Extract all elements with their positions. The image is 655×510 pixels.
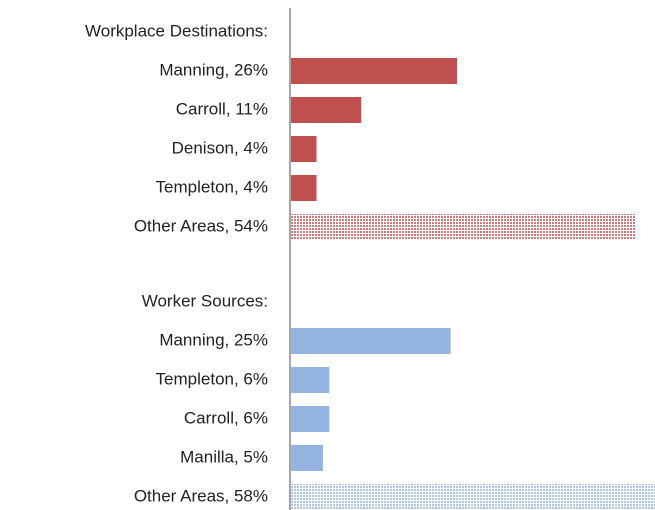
bar	[291, 328, 451, 354]
bar	[291, 484, 655, 510]
group-title: Worker Sources:	[142, 291, 268, 310]
bar	[291, 445, 323, 471]
bar	[291, 175, 317, 201]
y-tick-label: Manning, 25%	[159, 330, 268, 349]
bar	[291, 97, 362, 123]
y-tick-label: Manning, 26%	[159, 60, 268, 79]
y-tick-label: Carroll, 11%	[176, 99, 268, 118]
y-tick-label: Carroll, 6%	[184, 408, 268, 427]
y-tick-label: Denison, 4%	[172, 138, 268, 157]
bar	[291, 367, 330, 393]
bar	[291, 406, 330, 432]
y-tick-label: Manilla, 5%	[180, 447, 268, 466]
y-tick-label: Other Areas, 58%	[134, 486, 268, 505]
bar	[291, 214, 636, 240]
bar	[291, 58, 458, 84]
y-tick-label: Templeton, 4%	[156, 177, 268, 196]
y-tick-label: Templeton, 6%	[156, 369, 268, 388]
group-title: Workplace Destinations:	[85, 21, 268, 40]
bar	[291, 136, 317, 162]
y-tick-label: Other Areas, 54%	[134, 216, 268, 235]
